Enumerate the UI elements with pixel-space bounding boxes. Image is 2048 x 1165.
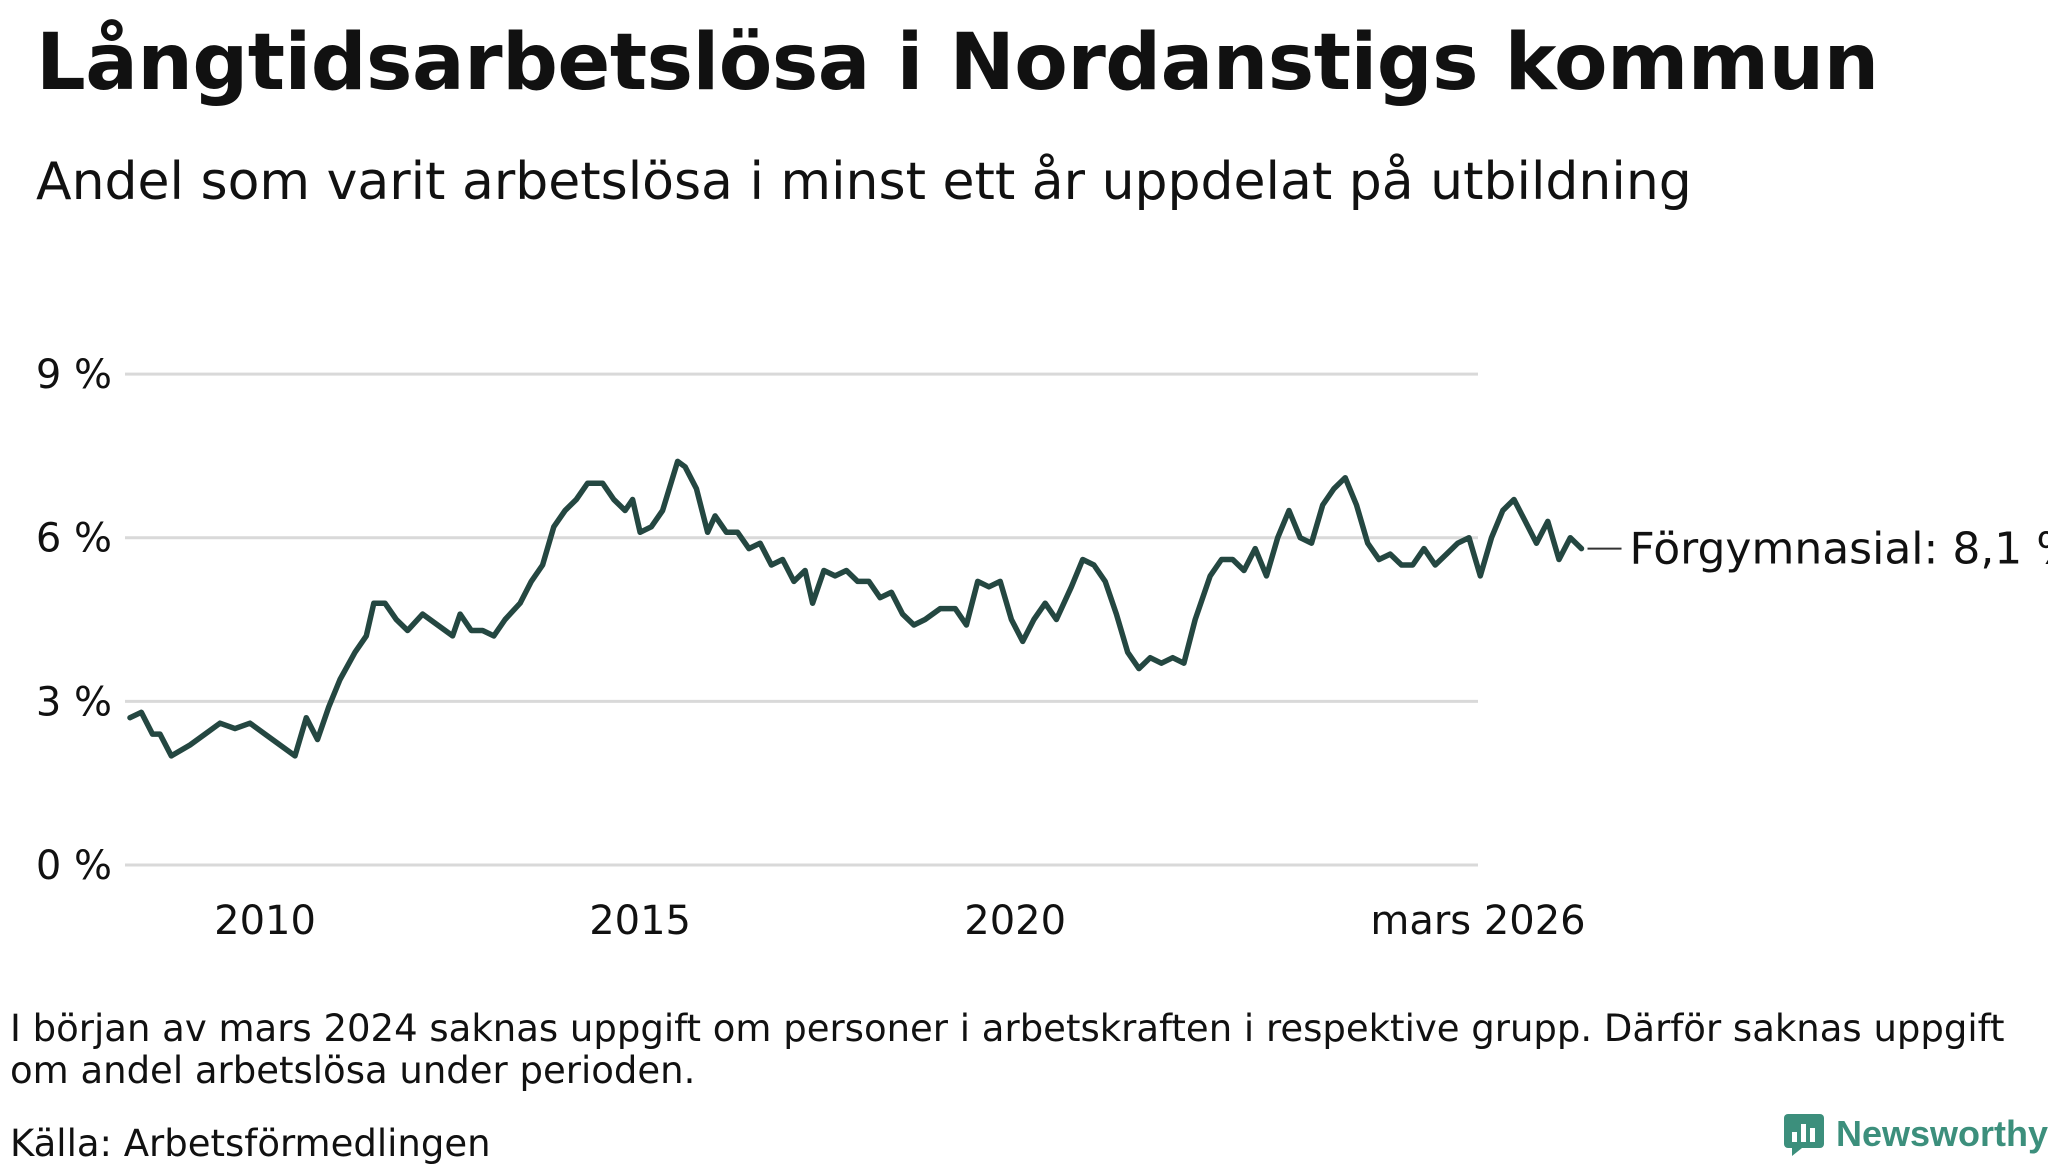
series-line	[127, 458, 1585, 759]
gridlines	[125, 372, 1478, 867]
series-lines	[127, 458, 1585, 759]
x-axis-ticks: 2010 2015 2020 mars 2026	[214, 898, 1586, 944]
source-credit: Källa: Arbetsförmedlingen	[10, 1122, 491, 1165]
newsworthy-logo-icon	[1784, 1114, 1824, 1156]
x-tick-label: 2015	[589, 898, 691, 944]
x-tick-label: mars 2026	[1370, 898, 1585, 944]
series-end-labels: Förgymnasial: 8,1 %	[1587, 524, 2048, 575]
y-axis-ticks: 0 % 3 % 6 % 9 %	[36, 352, 112, 889]
x-tick-label: 2010	[214, 898, 316, 944]
chart-subtitle: Andel som varit arbetslösa i minst ett å…	[36, 152, 1692, 212]
x-tick-label: 2020	[964, 898, 1066, 944]
y-tick-label: 0 %	[36, 843, 112, 889]
chart-title: Långtidsarbetslösa i Nordanstigs kommun	[36, 18, 1879, 108]
line-chart: 0 % 3 % 6 % 9 % 2010 2015 2020 mars 2026 Förgy…	[36, 352, 2048, 944]
footnote: I början av mars 2024 saknas uppgift om …	[10, 1007, 2005, 1092]
y-tick-label: 6 %	[36, 516, 112, 562]
newsworthy-logo: Newsworthy	[1782, 1112, 2048, 1156]
series-end-label: Förgymnasial: 8,1 %	[1630, 524, 2048, 575]
y-tick-label: 9 %	[36, 352, 112, 398]
brand-name: Newsworthy	[1836, 1113, 2048, 1154]
y-tick-label: 3 %	[36, 679, 112, 725]
